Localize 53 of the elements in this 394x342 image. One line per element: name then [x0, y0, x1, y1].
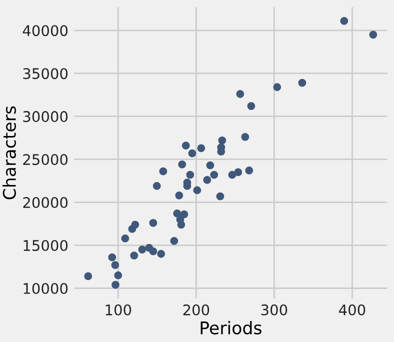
point — [173, 210, 182, 218]
y-tick-label: 15000 — [24, 240, 68, 252]
point — [130, 252, 138, 260]
point — [188, 149, 196, 158]
y-tick-label: 30000 — [23, 111, 68, 122]
x-tick-label: 400 — [338, 304, 366, 316]
point — [247, 102, 256, 110]
point — [197, 144, 206, 152]
point — [298, 78, 306, 87]
y-tick-label: 40000 — [22, 25, 68, 36]
point — [170, 237, 178, 245]
point — [182, 142, 190, 150]
point — [175, 191, 184, 200]
x-tick-label: 200 — [183, 304, 210, 316]
point — [273, 83, 282, 92]
point — [111, 261, 120, 269]
point — [234, 168, 242, 176]
point — [186, 170, 194, 179]
point — [149, 218, 158, 227]
point — [121, 234, 130, 242]
point — [218, 136, 226, 144]
point — [193, 186, 202, 194]
point — [228, 170, 236, 179]
x-axis-title: Periods — [200, 321, 262, 334]
point — [84, 272, 92, 280]
point — [114, 271, 122, 280]
point — [203, 176, 212, 184]
point — [157, 250, 166, 258]
point — [206, 161, 214, 170]
x-tick-label: 100 — [106, 304, 132, 316]
point — [178, 160, 186, 168]
point — [241, 133, 250, 141]
point — [369, 30, 378, 39]
point — [152, 182, 161, 190]
point — [236, 90, 244, 98]
point — [112, 280, 120, 289]
point — [210, 170, 218, 179]
y-axis-title: Characters — [2, 106, 16, 200]
point — [159, 167, 168, 176]
y-tick-label: 35000 — [23, 68, 68, 80]
x-tick-label: 300 — [261, 304, 288, 316]
point — [177, 220, 186, 229]
point — [149, 247, 158, 256]
point — [216, 192, 224, 200]
point — [340, 16, 348, 25]
y-tick-label: 20000 — [23, 197, 68, 208]
point — [245, 166, 254, 174]
point — [131, 220, 140, 229]
y-tick-label: 25000 — [23, 154, 68, 166]
y-tick-label: 10000 — [24, 282, 68, 294]
point — [108, 253, 116, 262]
point — [138, 246, 146, 254]
point — [180, 210, 188, 218]
